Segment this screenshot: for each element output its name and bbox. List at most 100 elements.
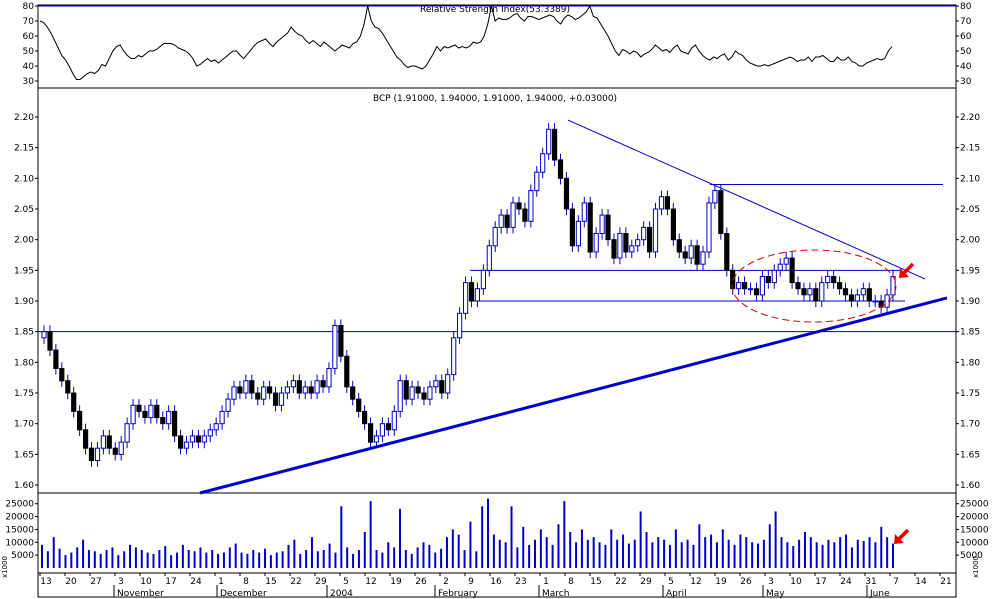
month-label: March	[542, 589, 569, 599]
candle-body	[94, 447, 101, 462]
candle-body	[789, 257, 795, 284]
candle-body	[694, 245, 700, 265]
date-tick-label: 26	[415, 577, 427, 587]
candle-body	[433, 380, 439, 388]
volume-arrow-icon	[894, 528, 910, 544]
date-tick-label: 12	[365, 577, 376, 587]
candle-body	[160, 417, 166, 425]
candle-body	[736, 282, 742, 290]
date-axis-frame	[37, 572, 957, 598]
candle-body	[243, 380, 249, 394]
candle-body	[379, 423, 385, 437]
candle-body	[552, 128, 558, 161]
candle-body	[362, 410, 368, 425]
candle-body	[540, 153, 546, 173]
candle-body	[47, 331, 53, 351]
volume-tick-label-right: 25000	[960, 500, 989, 510]
volume-series	[41, 498, 894, 568]
price-tick-label-right: 1.65	[960, 450, 980, 460]
volume-tick-label-left: 15000	[5, 525, 34, 535]
candle-body	[647, 226, 653, 253]
date-tick-label: 17	[165, 577, 176, 587]
candle-body	[587, 202, 593, 253]
candle-body	[463, 282, 469, 314]
rsi-y-axis: 30 30 40 40 50 50 60 60 70 70 80 80	[23, 2, 972, 87]
candle-body	[569, 208, 575, 247]
candle-body	[712, 190, 718, 204]
price-tick-label-right: 2.20	[960, 113, 980, 123]
candle-body	[486, 245, 492, 271]
candle-body	[658, 196, 665, 210]
date-tick-label: 5	[343, 577, 349, 587]
price-tick-label-right: 2.10	[960, 174, 980, 184]
volume-tick-label-right: 10000	[960, 538, 989, 548]
candle-body	[451, 337, 457, 376]
candle-body	[320, 380, 326, 388]
volume-tick-label-right: 15000	[960, 525, 989, 535]
volume-tick-label-left: 10000	[5, 538, 34, 548]
date-tick-label: 29	[640, 577, 652, 587]
trend-lines	[38, 119, 956, 495]
date-tick-label: 3	[118, 577, 124, 587]
date-tick-label: 15	[265, 577, 276, 587]
candle-body	[623, 233, 629, 253]
descending-trendline	[567, 119, 926, 280]
candle-body	[742, 282, 748, 290]
candle-body	[688, 245, 694, 259]
candle-body	[771, 269, 777, 284]
candle-body	[255, 392, 261, 400]
price-tick-label-left: 2.15	[14, 144, 34, 154]
candle-body	[759, 276, 765, 296]
rsi-line	[39, 4, 893, 80]
candle-body	[83, 429, 89, 449]
date-tick-label: 13	[40, 577, 51, 587]
candle-body	[831, 276, 837, 284]
price-tick-label-left: 1.65	[14, 450, 34, 460]
candle-body	[308, 386, 314, 394]
date-tick-label: 21	[940, 577, 951, 587]
date-tick-label: 22	[290, 577, 301, 587]
price-y-axis: 1.60 1.60 1.65 1.65 1.70 1.70 1.75 1.75 1.80 1.80…	[14, 113, 980, 491]
candle-body	[635, 239, 641, 247]
date-tick-label: 24	[840, 577, 852, 587]
candle-body	[670, 208, 676, 241]
candle-body	[563, 177, 570, 210]
candle-body	[219, 410, 225, 425]
candle-body	[213, 423, 219, 431]
month-label: 2004	[330, 589, 353, 599]
candle-body	[445, 374, 451, 394]
candle-body	[290, 380, 296, 388]
rsi-tick-label-right: 30	[960, 77, 972, 87]
date-tick-label: 9	[468, 577, 474, 587]
candle-body	[267, 386, 273, 394]
candle-body	[504, 214, 510, 228]
candle-body	[753, 288, 760, 296]
candle-body	[860, 288, 866, 296]
candle-body	[195, 435, 202, 443]
volume-tick-label-right: 5000	[960, 551, 983, 561]
candle-body	[581, 202, 587, 222]
candle-body	[136, 404, 142, 412]
rsi-tick-label-left: 40	[23, 62, 35, 72]
price-tick-label-left: 1.90	[14, 297, 34, 307]
price-tick-label-right: 2.05	[960, 205, 980, 215]
date-tick-label: 7	[893, 577, 899, 587]
candle-body	[629, 245, 635, 253]
candle-body	[682, 251, 688, 259]
consolidation-ellipse	[731, 249, 897, 323]
candle-body	[201, 435, 207, 443]
candle-body	[338, 325, 344, 357]
candle-body	[457, 312, 463, 339]
candle-body	[747, 288, 754, 291]
date-tick-label: 20	[65, 577, 77, 587]
candle-body	[534, 171, 540, 192]
candle-body	[59, 368, 65, 382]
candle-body	[326, 368, 332, 388]
price-tick-label-left: 1.80	[14, 358, 34, 368]
price-tick-label-right: 1.75	[960, 389, 980, 399]
candle-body	[344, 355, 350, 388]
candle-body	[41, 331, 47, 339]
volume-unit-label-left: x1000	[1, 556, 9, 578]
candle-body	[172, 410, 178, 437]
candle-body	[124, 423, 130, 443]
